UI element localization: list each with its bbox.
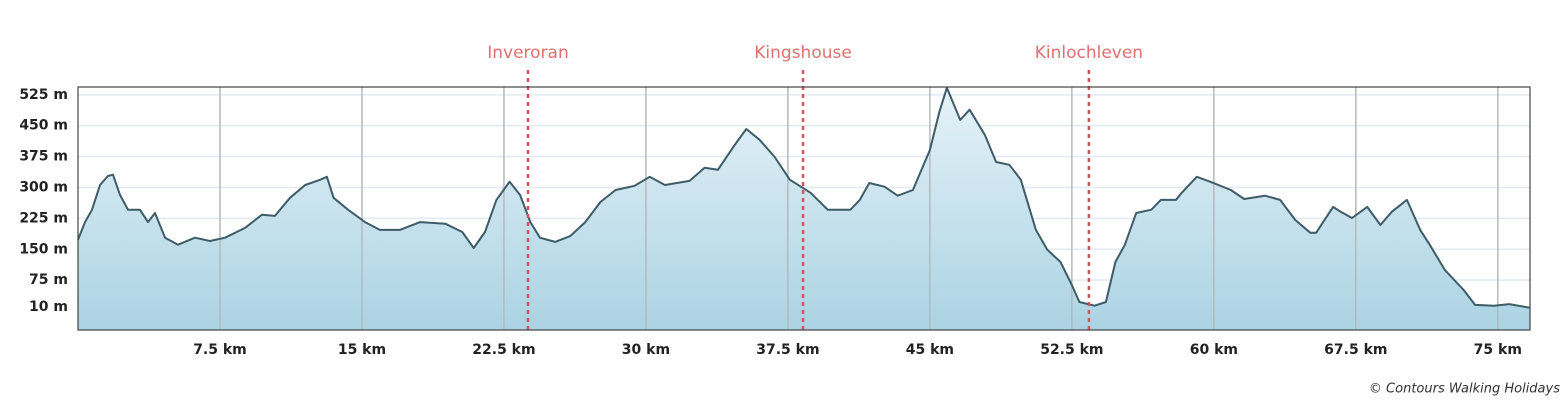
x-tick-label: 7.5 km — [193, 342, 247, 358]
y-tick-label: 450 m — [19, 118, 68, 134]
y-tick-label: 225 m — [19, 210, 68, 226]
marker-label: Kinlochleven — [1035, 43, 1143, 63]
y-tick-label: 10 m — [29, 299, 68, 315]
marker-label: Inveroran — [487, 43, 569, 63]
x-tick-label: 60 km — [1190, 342, 1238, 358]
x-tick-label: 75 km — [1474, 342, 1522, 358]
line — [77, 86, 1531, 309]
x-tick-label: 45 km — [906, 342, 954, 358]
x-tick-label: 52.5 km — [1040, 342, 1103, 358]
x-tick-label: 22.5 km — [472, 342, 535, 358]
marker-label: Kingshouse — [754, 43, 852, 63]
x-tick-label: 37.5 km — [756, 342, 819, 358]
x-tick-label: 15 km — [338, 342, 386, 358]
x-tick-label: 67.5 km — [1324, 342, 1387, 358]
y-tick-label: 150 m — [19, 241, 68, 257]
y-tick-label: 75 m — [29, 272, 68, 288]
y-tick-label: 525 m — [19, 87, 68, 103]
plot-border — [77, 86, 1531, 331]
y-tick-label: 300 m — [19, 179, 68, 195]
credit: © Contours Walking Holidays — [1369, 382, 1560, 397]
y-tick-label: 375 m — [19, 149, 68, 165]
x-tick-label: 30 km — [622, 342, 670, 358]
